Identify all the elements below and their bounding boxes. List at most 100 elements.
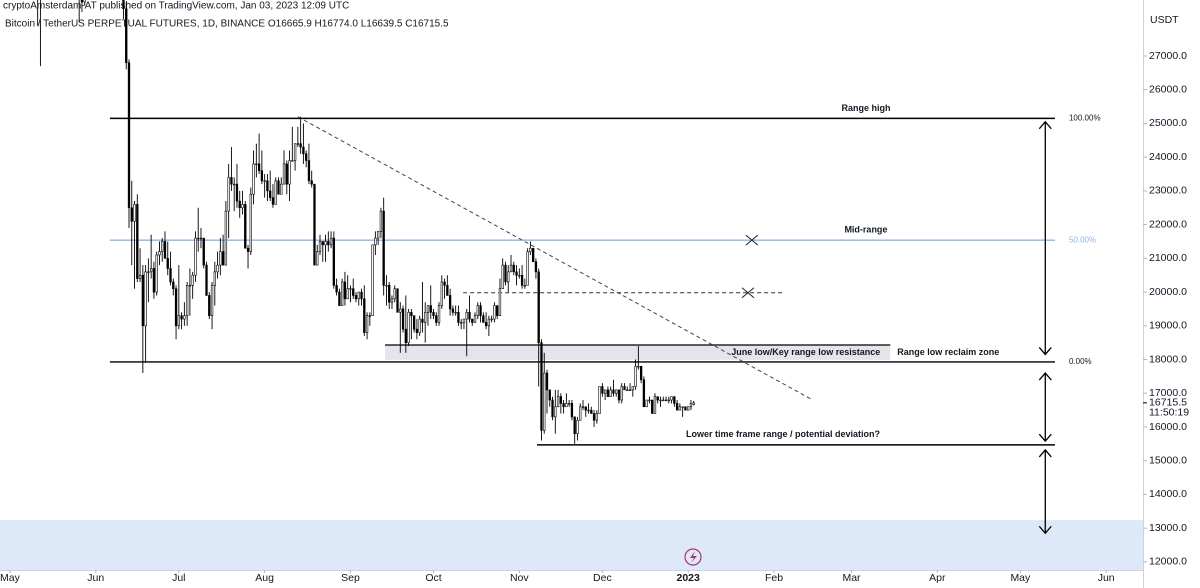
- candle-body: [482, 315, 485, 323]
- candle-body: [316, 251, 319, 266]
- candle-body: [127, 62, 131, 209]
- candle-body: [399, 308, 402, 313]
- plot-area: [0, 0, 1143, 570]
- candle-body: [155, 254, 158, 293]
- last-price: 16715.5: [1149, 397, 1187, 409]
- candle-body: [410, 312, 413, 316]
- x-tick-label: 2023: [677, 572, 701, 584]
- candle-body: [509, 264, 513, 273]
- candle-body: [565, 403, 568, 408]
- candle-body: [208, 295, 211, 316]
- event-icon: [684, 548, 702, 566]
- candle-body: [147, 271, 150, 273]
- publisher: cryptoAmsterdam-AT published on TradingV…: [3, 1, 349, 12]
- candle-body: [579, 406, 582, 421]
- candle-body: [612, 389, 615, 394]
- candle-body: [169, 268, 172, 283]
- candle-body: [396, 288, 399, 313]
- candle-body: [432, 312, 435, 316]
- candle-body: [662, 399, 665, 402]
- y-tick-label: 15000.0: [1149, 455, 1187, 467]
- candle-body: [260, 170, 264, 182]
- candle-body: [446, 285, 449, 296]
- candle-body: [197, 237, 200, 240]
- y-tick-label: 14000.0: [1149, 488, 1187, 500]
- candle-body: [498, 288, 502, 316]
- candle-body: [136, 204, 139, 279]
- double-arrow: [1038, 120, 1052, 356]
- y-tick-label: 19000.0: [1149, 320, 1187, 332]
- y-tick-label: 22000.0: [1149, 218, 1187, 230]
- candle-body: [177, 315, 180, 327]
- candle-body: [393, 288, 396, 300]
- candle-body: [507, 271, 510, 283]
- candle-body: [462, 318, 466, 323]
- candle-body: [659, 399, 662, 402]
- candle-body: [451, 308, 455, 313]
- x-tick-label: Feb: [765, 572, 783, 584]
- candle-body: [257, 163, 261, 171]
- candle-body: [532, 247, 535, 263]
- candle-body: [191, 274, 194, 286]
- candle-body: [357, 291, 360, 300]
- candle-body: [587, 409, 590, 412]
- candle-body: [490, 318, 493, 321]
- candle-body: [615, 389, 618, 394]
- candle-body: [435, 315, 438, 323]
- candle-body: [653, 396, 657, 414]
- candle-body: [252, 163, 255, 195]
- candle-body: [545, 372, 549, 391]
- candle-body: [360, 291, 363, 300]
- candle-body: [418, 318, 421, 333]
- candle-body: [274, 180, 277, 205]
- candle-body: [639, 365, 643, 381]
- candle-body: [180, 315, 183, 320]
- candle-body: [122, 0, 125, 10]
- candle-body: [465, 312, 468, 320]
- level-pct: 100.00%: [1069, 113, 1101, 122]
- candle-body: [601, 386, 604, 394]
- candle-body: [174, 288, 178, 327]
- candle-body: [327, 241, 330, 246]
- chart-title: Bitcoin / TetherUS PERPETUAL FUTURES, 1D…: [5, 19, 449, 30]
- candle-body: [133, 204, 136, 222]
- x-tick-label: Dec: [593, 572, 612, 584]
- candle-body: [631, 386, 634, 391]
- candle-body: [684, 406, 687, 411]
- candle-body: [149, 268, 153, 273]
- candle-body: [141, 274, 144, 327]
- candle-body: [523, 285, 527, 287]
- candle-body: [346, 288, 349, 300]
- candle-body: [266, 180, 269, 192]
- cross-mark: [745, 234, 759, 246]
- candle-body: [437, 305, 441, 323]
- candle-body: [496, 305, 499, 316]
- x-tick-label: Oct: [425, 572, 441, 584]
- candle-body: [570, 403, 574, 418]
- candle-body: [664, 399, 668, 402]
- candle-body: [590, 409, 593, 414]
- candle-body: [540, 342, 543, 431]
- candle-body: [526, 251, 529, 286]
- candle-body: [501, 264, 504, 290]
- y-tick-label: 25000.0: [1149, 117, 1187, 129]
- candle-body: [648, 399, 651, 402]
- candle-body: [556, 396, 560, 408]
- candle-body: [307, 160, 311, 182]
- candle-body: [130, 207, 133, 222]
- x-tick-label: Jul: [172, 572, 185, 584]
- candle-body: [689, 403, 693, 408]
- candle-body: [628, 389, 632, 391]
- candle-body: [349, 288, 352, 290]
- y-tick-label: 20000.0: [1149, 286, 1187, 298]
- reclaim-zone: [385, 345, 891, 360]
- x-tick-label: Apr: [929, 572, 946, 584]
- candle-body: [363, 298, 366, 333]
- candle-body: [158, 251, 161, 256]
- candle-body: [562, 403, 565, 408]
- candle-body: [598, 386, 601, 414]
- y-tick-label: 23000.0: [1149, 185, 1187, 197]
- event-icon-bolt: [690, 551, 697, 563]
- candle-body: [385, 285, 388, 287]
- candle-body: [606, 389, 610, 397]
